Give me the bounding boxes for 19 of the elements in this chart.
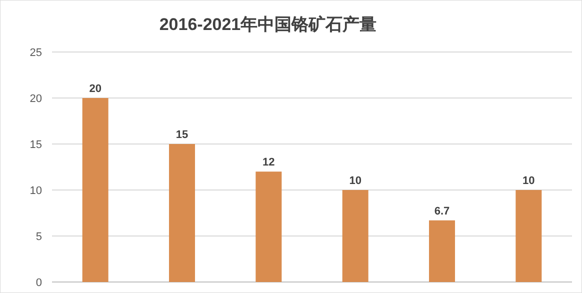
data-label: 10 bbox=[349, 175, 362, 187]
chart-title: 2016-2021年中国铬矿石产量 bbox=[159, 15, 377, 34]
data-label: 20 bbox=[89, 83, 102, 95]
data-label: 15 bbox=[176, 129, 188, 141]
y-tick-label: 15 bbox=[30, 139, 42, 151]
y-tick-label: 0 bbox=[36, 277, 42, 289]
bar bbox=[169, 144, 195, 282]
bar bbox=[342, 190, 368, 282]
y-tick-label: 10 bbox=[30, 185, 42, 197]
bar bbox=[82, 98, 108, 282]
y-tick-label: 25 bbox=[30, 47, 42, 59]
bar bbox=[516, 190, 542, 282]
data-label: 10 bbox=[522, 175, 535, 187]
y-tick-label: 20 bbox=[30, 93, 42, 105]
y-tick-label: 5 bbox=[36, 231, 42, 243]
bar bbox=[429, 220, 455, 282]
data-label: 6.7 bbox=[434, 205, 450, 218]
data-label: 12 bbox=[262, 156, 275, 169]
bar bbox=[256, 172, 282, 282]
